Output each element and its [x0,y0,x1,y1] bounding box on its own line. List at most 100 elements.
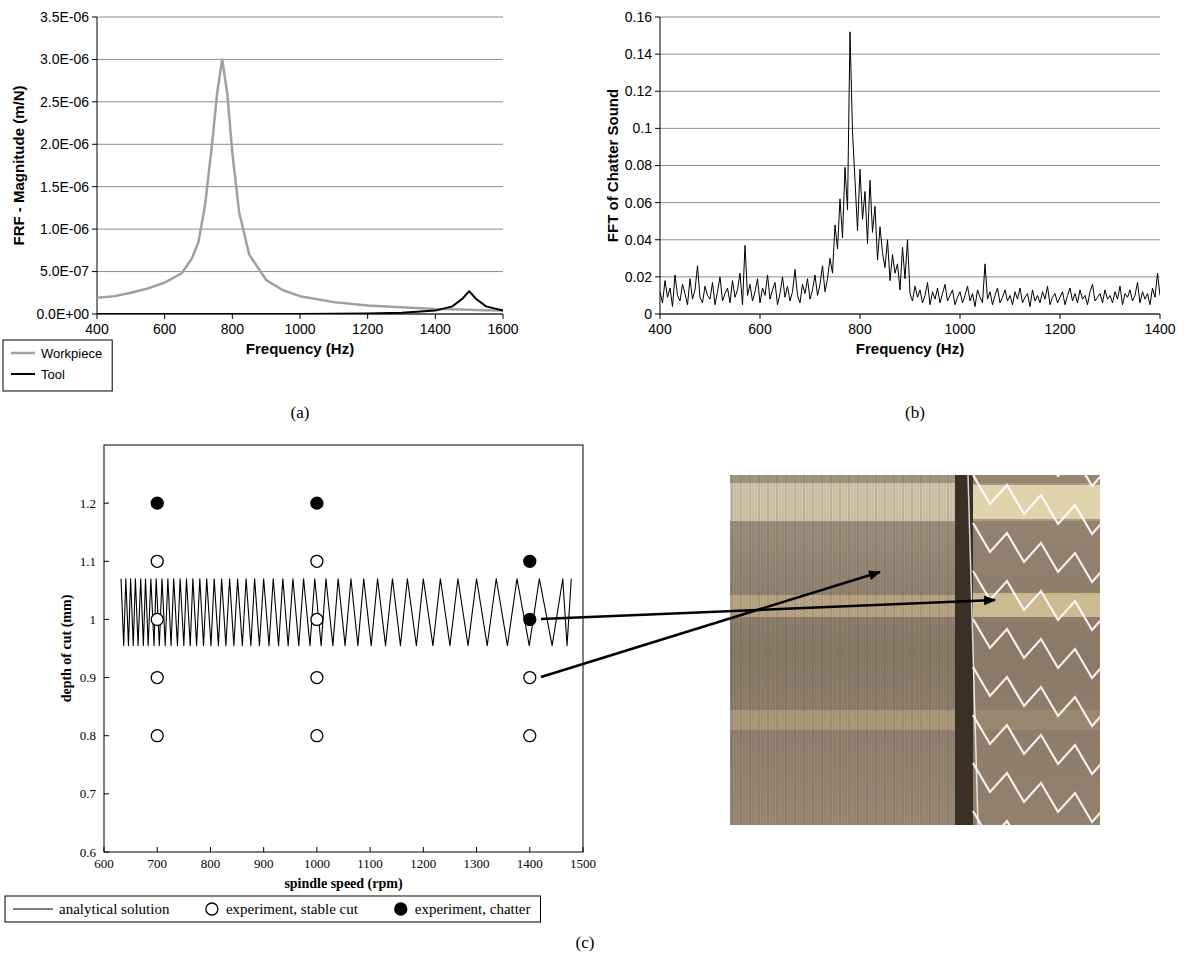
photo-texture [738,475,739,825]
photo-texture [819,475,820,825]
y-tick-label: 0.9 [80,670,96,685]
grid-line [660,128,1160,129]
photo-texture [879,475,880,825]
photo-texture [852,475,853,825]
y-axis-title: FRF - Magnitude (m/N) [10,86,27,246]
photo-texture [906,475,907,825]
x-tick-label: 900 [254,856,274,871]
photo-texture [786,475,787,825]
plot-data [660,32,1160,307]
grid-line [97,144,503,145]
photo-texture [837,475,838,825]
y-tick [655,202,660,203]
y-tick-label: 0 [644,306,652,322]
legend-swatch [11,373,35,375]
photo-texture [921,475,922,825]
y-tick [655,54,660,55]
photo-texture [777,475,778,825]
y-tick-label: 1.2 [80,496,96,511]
y-tick [104,619,109,620]
data-point [151,497,163,509]
photo-texture [864,475,865,825]
y-tick [104,503,109,504]
y-tick [655,128,660,129]
y-axis-title: depth of cut (mm) [59,594,75,702]
grid-line [660,54,1160,55]
x-tick-label: 1500 [570,856,596,871]
photo-texture [888,475,889,825]
panel-caption: (c) [576,933,595,952]
grid-line [97,17,503,18]
photo-texture [828,475,829,825]
photo-shoulder [955,475,973,825]
photo-texture [843,475,844,825]
plot-frame [104,445,583,852]
photo-chatter-mark [973,667,1100,726]
grid-line [97,186,503,187]
legend-label: experiment, stable cut [226,901,359,917]
photo-texture [915,475,916,825]
x-tick-label: 1000 [284,321,315,337]
x-tick [583,847,584,852]
photo-texture [783,475,784,825]
grid-line [660,202,1160,203]
photo-texture [939,475,940,825]
data-point [151,672,163,684]
x-tick-label: 800 [848,321,872,337]
photo-texture [771,475,772,825]
photo-texture [762,475,763,825]
photo-texture [768,475,769,825]
data-point [311,555,323,567]
y-tick-label: 0.06 [625,195,652,211]
y-tick-label: 1 [90,612,97,627]
data-point [311,730,323,742]
data-point [524,730,536,742]
photo-chatter-mark [973,475,1100,486]
data-line [121,579,571,646]
y-tick-label: 0.02 [625,269,652,285]
y-tick [92,271,97,272]
x-tick [263,847,264,852]
x-tick [232,314,233,319]
legend-swatch [11,352,35,355]
photo-texture [876,475,877,825]
page: {"chart_data": [ {"type": "line", "x_lab… [0,0,1189,960]
y-tick [92,101,97,102]
photo-texture [951,475,952,825]
panel-caption: (a) [291,403,310,422]
photo-texture [912,475,913,825]
grid-line [660,17,1160,18]
data-point [524,613,536,625]
photo-texture [756,475,757,825]
legend-label: Workpiece [41,346,102,361]
x-tick [157,847,158,852]
x-tick-label: 600 [748,321,772,337]
data-point [151,730,163,742]
photo-texture [792,475,793,825]
x-tick-label: 1400 [517,856,543,871]
photo-texture [885,475,886,825]
arrow [541,572,880,677]
y-tick [655,91,660,92]
y-tick-label: 3.0E-06 [40,51,89,67]
x-tick [1160,314,1161,319]
photo-texture [774,475,775,825]
photo-texture [882,475,883,825]
legend: WorkpieceTool [3,340,112,391]
photo-texture [891,475,892,825]
photo-texture [831,475,832,825]
y-tick [92,59,97,60]
x-tick-label: 1300 [464,856,490,871]
photo-texture [810,475,811,825]
photo-texture [861,475,862,825]
x-tick-label: 600 [94,856,114,871]
x-tick [960,314,961,319]
grid-line [660,314,1160,315]
grid-line [660,91,1160,92]
y-tick-label: 0.8 [80,728,96,743]
y-tick [92,144,97,145]
y-tick [655,276,660,277]
plot-data [121,497,571,742]
y-tick-label: 1.0E-06 [40,221,89,237]
y-axis-line [97,17,98,314]
